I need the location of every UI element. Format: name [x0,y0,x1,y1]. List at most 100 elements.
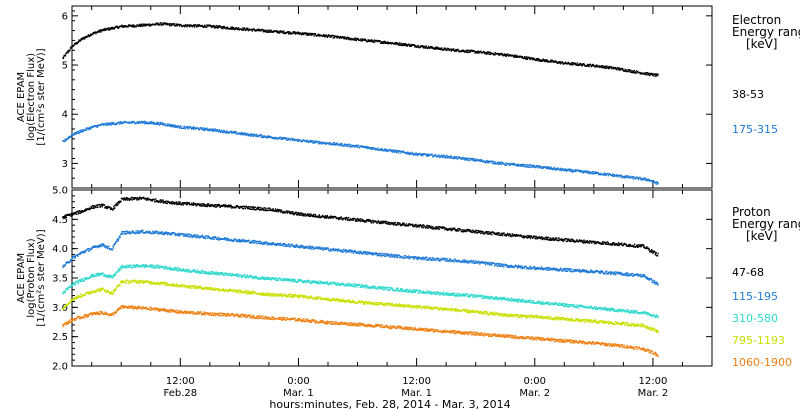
data-point [267,242,269,245]
data-point [655,181,657,184]
data-point [525,165,527,168]
data-point [82,130,85,132]
data-point [80,39,82,41]
data-point [385,253,388,255]
data-point [160,24,162,26]
data-point [521,56,523,58]
data-point [520,164,523,166]
data-point [416,154,418,157]
data-point [98,203,101,206]
data-point [536,165,538,167]
data-point [606,65,608,67]
data-point [644,73,647,76]
data-point [405,45,407,47]
data-point [244,241,247,243]
data-point [479,159,482,161]
data-point [166,125,168,127]
data-point [405,223,408,225]
data-point [176,24,178,27]
data-point [402,44,404,47]
data-point [622,68,624,70]
data-point [437,259,439,262]
data-point [90,248,92,250]
data-point [425,154,428,157]
data-point [453,156,455,158]
data-point [365,253,368,255]
data-point [173,201,175,204]
data-point [68,51,70,53]
data-point [267,209,269,211]
data-point [496,233,498,235]
data-point [390,254,393,257]
data-point [465,51,468,53]
data-point [436,227,438,229]
data-point [210,26,213,29]
data-point [427,226,429,229]
data-point [355,251,357,253]
data-point [106,247,109,250]
data-point [512,163,514,165]
data-point [545,59,547,61]
data-point [475,159,477,161]
data-point [619,69,621,71]
data-point [119,201,121,204]
data-point [380,222,382,225]
data-point [562,62,564,64]
data-point [413,45,416,47]
data-point [398,255,401,257]
data-point [504,54,506,56]
data-point [310,34,312,36]
data-point [84,210,86,212]
data-point [639,71,641,74]
data-point [544,60,546,63]
data-point [326,34,328,37]
data-point [474,52,476,54]
data-point [80,130,82,133]
data-point [213,205,215,207]
data-point [312,246,314,248]
data-point [486,161,488,163]
data-point [197,24,199,26]
data-point [513,54,516,56]
data-point [204,129,207,131]
data-point [154,231,157,234]
data-point [168,202,171,204]
data-point [171,24,173,26]
data-point [620,174,623,176]
data-point [634,72,636,74]
data-point [536,58,538,60]
data-point [430,47,433,49]
data-point [185,233,188,235]
data-point [322,35,324,37]
data-point [394,149,396,152]
data-point [248,205,250,208]
data-point [92,205,94,207]
data-point [434,259,437,261]
data-point [515,54,517,56]
data-point [650,72,652,75]
data-point [113,27,116,29]
data-point [76,132,78,134]
data-point [116,123,119,125]
data-point [469,159,471,162]
data-point [591,172,593,174]
data-point [279,211,282,213]
data-point [582,240,584,242]
data-point [347,145,349,148]
data-point [439,47,442,50]
electron-legend-title: Electron [732,13,781,27]
data-point [177,233,179,235]
data-point [380,255,383,257]
data-point [587,64,590,66]
data-point [192,204,194,206]
data-point [514,234,516,236]
data-point [313,141,315,144]
data-point [384,222,387,224]
data-point [412,152,414,155]
data-point [302,213,304,215]
data-point [67,261,69,263]
data-point [88,208,90,211]
data-point [141,23,143,25]
data-point [632,70,634,72]
